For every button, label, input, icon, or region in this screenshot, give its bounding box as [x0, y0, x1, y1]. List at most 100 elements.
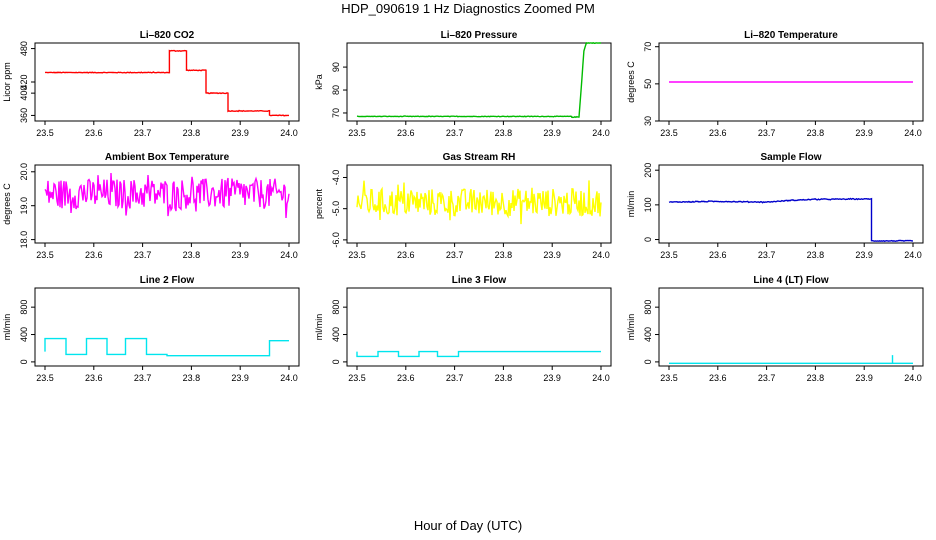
- x-tick-label: 23.6: [709, 128, 727, 138]
- x-tick-label: 23.5: [36, 128, 54, 138]
- x-tick-label: 23.5: [36, 250, 54, 260]
- x-tick-label: 24.0: [904, 373, 922, 383]
- x-tick-label: 23.6: [85, 128, 103, 138]
- x-tick-label: 23.6: [397, 373, 415, 383]
- series-line: [356, 42, 601, 119]
- plot-frame: [658, 287, 924, 367]
- plot-frame: [346, 287, 612, 367]
- x-tick-label: 23.6: [85, 373, 103, 383]
- series-line: [44, 337, 289, 357]
- x-tick-label: 23.7: [758, 250, 776, 260]
- chart-panel: Li–820 CO2 Licor ppm 23.5 23.6 23.7 23.8 23.9 2…: [2, 30, 300, 138]
- y-axis-label: percent: [314, 188, 324, 219]
- x-tick-label: 23.9: [855, 373, 873, 383]
- y-tick-label: 70: [331, 108, 341, 118]
- x-tick-label: 23.9: [231, 373, 249, 383]
- y-tick-label: 50: [643, 79, 653, 89]
- y-axis-label: Licor ppm: [2, 62, 12, 102]
- series-line: [44, 172, 290, 219]
- x-tick-label: 23.7: [446, 250, 464, 260]
- x-tick-label: 23.5: [660, 373, 678, 383]
- y-tick-label: 80: [331, 85, 341, 95]
- y-tick-label: -4.0: [331, 170, 341, 186]
- plot-frame: [34, 42, 300, 122]
- x-tick-label: 23.6: [397, 250, 415, 260]
- y-tick-label: 0: [643, 359, 653, 364]
- x-tick-label: 23.6: [85, 250, 103, 260]
- x-tick-label: 24.0: [280, 373, 298, 383]
- y-tick-label: 800: [643, 300, 653, 315]
- plot-frame: [346, 42, 612, 122]
- x-tick-label: 23.8: [183, 128, 201, 138]
- panel-title: Li–820 Temperature: [744, 30, 838, 41]
- y-tick-label: 360: [19, 108, 29, 123]
- series-line: [668, 197, 913, 243]
- x-axis-caption: Hour of Day (UTC): [413, 518, 523, 533]
- y-tick-label: 420: [19, 74, 29, 89]
- x-tick-label: 24.0: [280, 128, 298, 138]
- chart-panel: Line 2 Flow ml/min 23.5 23.6 23.7 23.8 23.9 24.…: [2, 275, 300, 383]
- series-line: [669, 355, 913, 364]
- x-tick-label: 23.9: [543, 373, 561, 383]
- panel-title: Li–820 Pressure: [441, 30, 518, 41]
- panel-title: Line 4 (LT) Flow: [753, 275, 829, 286]
- x-tick-label: 23.9: [231, 128, 249, 138]
- y-axis-label: ml/min: [626, 191, 636, 218]
- chart-panel: Li–820 Temperature degrees C 23.5 23.6 23.7 2…: [626, 30, 924, 138]
- chart-panel: Gas Stream RH percent 23.5 23.6 23.7 23.8 23.9…: [314, 152, 612, 260]
- x-tick-label: 23.9: [855, 250, 873, 260]
- series-line: [356, 350, 601, 358]
- y-tick-label: 30: [643, 116, 653, 126]
- x-tick-label: 23.6: [397, 128, 415, 138]
- y-axis-label: ml/min: [2, 314, 12, 341]
- x-tick-label: 23.5: [348, 250, 366, 260]
- figure-title: HDP_090619 1 Hz Diagnostics Zoomed PM: [341, 1, 595, 16]
- x-tick-label: 24.0: [280, 250, 298, 260]
- y-axis-label: ml/min: [314, 314, 324, 341]
- x-tick-label: 23.5: [348, 373, 366, 383]
- x-tick-label: 23.9: [543, 128, 561, 138]
- y-tick-label: -5.0: [331, 201, 341, 217]
- x-tick-label: 24.0: [904, 250, 922, 260]
- y-tick-label: 400: [19, 327, 29, 342]
- x-tick-label: 24.0: [904, 128, 922, 138]
- y-tick-label: 800: [331, 300, 341, 315]
- x-tick-label: 23.7: [758, 128, 776, 138]
- panel-title: Li–820 CO2: [140, 30, 195, 41]
- x-tick-label: 23.7: [134, 250, 152, 260]
- x-tick-label: 23.7: [134, 128, 152, 138]
- panel-title: Sample Flow: [760, 152, 821, 163]
- x-tick-label: 24.0: [592, 250, 610, 260]
- y-axis-label: degrees C: [2, 183, 12, 225]
- chart-panel: Line 3 Flow ml/min 23.5 23.6 23.7 23.8 23.9 24.…: [314, 275, 612, 383]
- x-tick-label: 23.8: [495, 128, 513, 138]
- plot-frame: [658, 164, 924, 244]
- plot-frame: [346, 164, 612, 244]
- x-tick-label: 23.8: [183, 250, 201, 260]
- x-tick-label: 23.5: [36, 373, 54, 383]
- y-tick-label: 400: [643, 327, 653, 342]
- x-tick-label: 23.7: [446, 128, 464, 138]
- x-tick-label: 23.8: [807, 373, 825, 383]
- y-axis-label: degrees C: [626, 61, 636, 103]
- y-tick-label: 20.0: [19, 163, 29, 181]
- x-tick-label: 23.7: [758, 373, 776, 383]
- panel-title: Gas Stream RH: [443, 152, 516, 163]
- x-tick-label: 23.5: [660, 128, 678, 138]
- y-tick-label: 18.0: [19, 231, 29, 249]
- x-tick-label: 23.9: [543, 250, 561, 260]
- y-tick-label: 0: [643, 237, 653, 242]
- y-tick-label: 400: [331, 327, 341, 342]
- y-tick-label: 90: [331, 62, 341, 72]
- x-tick-label: 23.5: [660, 250, 678, 260]
- series-line: [356, 180, 602, 225]
- y-tick-label: 200: [643, 163, 653, 178]
- x-tick-label: 23.9: [855, 128, 873, 138]
- x-tick-label: 23.9: [231, 250, 249, 260]
- x-tick-label: 23.5: [348, 128, 366, 138]
- series-line: [45, 49, 289, 117]
- x-tick-label: 24.0: [592, 128, 610, 138]
- y-tick-label: 0: [19, 359, 29, 364]
- chart-panel: Sample Flow ml/min 23.5 23.6 23.7 23.8 23.9 24.…: [626, 152, 924, 260]
